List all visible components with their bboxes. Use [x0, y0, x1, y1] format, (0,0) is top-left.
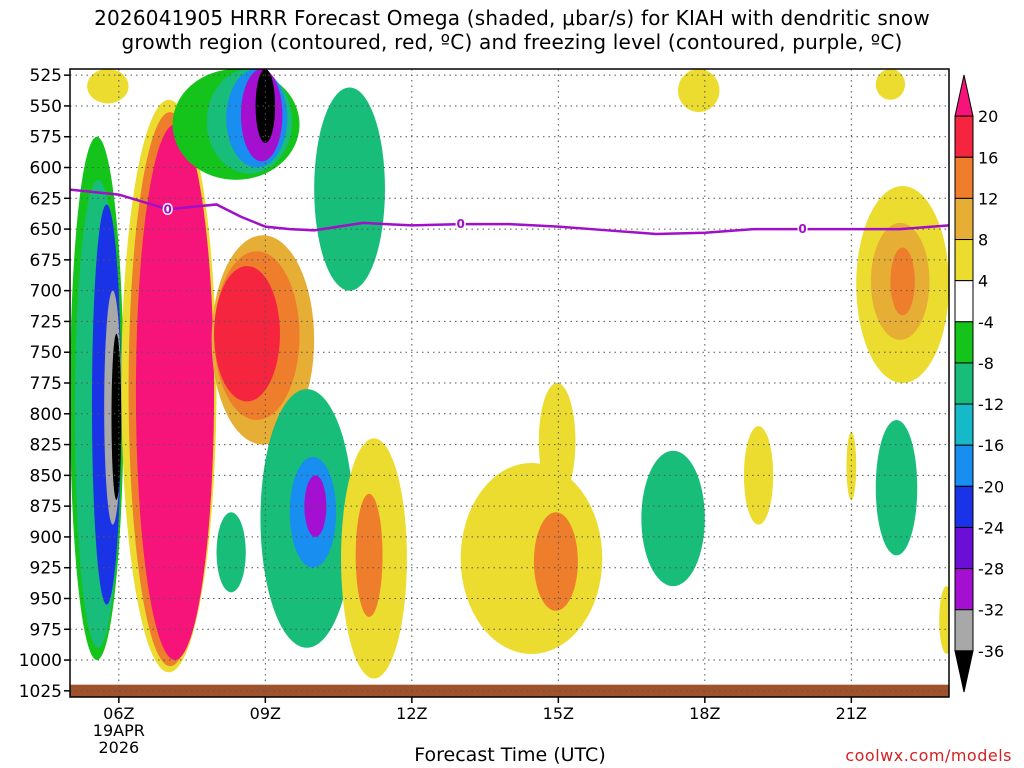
omega-region-34 [677, 69, 720, 113]
colorbar-bin [954, 239, 974, 282]
omega-region-25 [533, 512, 578, 611]
y-tick-label: 825 [30, 436, 62, 456]
freezing-level-label: 0 [456, 217, 464, 231]
omega-region-5 [111, 333, 122, 500]
colorbar-label: -4 [978, 313, 994, 332]
y-tick-label: 850 [30, 466, 62, 486]
colorbar-bin [954, 403, 974, 446]
colorbar-bin [954, 485, 974, 528]
colorbar: 20 16 12 8 4 -4 -8 -12 -16 -20 -24 -28 -32 -36 [954, 74, 1004, 693]
y-tick-label: 975 [30, 620, 62, 640]
y-tick-label: 1025 [19, 682, 62, 702]
colorbar-label: 8 [978, 231, 988, 250]
freezing-level-label: 0 [163, 202, 171, 216]
omega-region-30 [875, 419, 918, 556]
omega-region-23 [355, 493, 383, 617]
y-tick-label: 650 [30, 220, 62, 240]
y-tick-label: 1000 [19, 651, 62, 671]
y-tick-label: 575 [30, 128, 62, 148]
y-tick-label: 775 [30, 374, 62, 394]
colorbar-label: 12 [978, 189, 998, 208]
y-tick-label: 725 [30, 312, 62, 332]
y-tick-label: 875 [30, 497, 62, 517]
omega-region-0 [87, 69, 129, 104]
x-tick-label: 18Z [689, 704, 720, 723]
credit-link[interactable]: coolwx.com/models [845, 746, 1012, 765]
colorbar-bin [954, 280, 974, 323]
omega-region-17 [314, 87, 385, 291]
y-tick-label: 750 [30, 343, 62, 363]
colorbar-bin [954, 156, 974, 199]
omega-region-33 [890, 247, 915, 316]
omega-region-20 [304, 475, 327, 537]
omega-region-35 [875, 69, 906, 100]
colorbar-bin [954, 568, 974, 611]
omega-region-24 [460, 463, 603, 654]
colorbar-label: -8 [978, 354, 994, 373]
title-line-2: growth region (contoured, red, ºC) and f… [121, 30, 903, 54]
colorbar-label: -24 [978, 518, 1004, 537]
omega-region-16 [255, 69, 276, 143]
colorbar-label: 20 [978, 107, 998, 126]
x-tick-date: 19APR [93, 721, 145, 740]
chart-title: 2026041905 HRRR Forecast Omega (shaded, … [0, 6, 1024, 54]
omega-region-21 [216, 512, 246, 593]
x-tick-label: 21Z [836, 704, 867, 723]
colorbar-bin [954, 197, 974, 241]
plot-area: 0 0 0 [70, 69, 949, 697]
omega-region-26 [538, 383, 576, 500]
colorbar-bin [954, 115, 974, 158]
omega-region-8 [135, 124, 215, 661]
colorbar-label: -28 [978, 560, 1004, 579]
x-tick-label: 09Z [250, 704, 281, 723]
y-tick-label: 800 [30, 405, 62, 425]
colorbar-label: 4 [978, 272, 988, 291]
y-tick-label: 550 [30, 97, 62, 117]
colorbar-label: -20 [978, 477, 1004, 496]
y-tick-label: 900 [30, 528, 62, 548]
x-tick-label: 15Z [543, 704, 574, 723]
colorbar-bin [954, 444, 974, 487]
colorbar-bottom-arrow [954, 650, 974, 693]
omega-region-11 [214, 266, 280, 402]
colorbar-label: 16 [978, 148, 998, 167]
freezing-level-line [70, 188, 949, 236]
colorbar-bin [954, 321, 974, 364]
freezing-level-label: 0 [798, 222, 806, 236]
colorbar-label: -36 [978, 642, 1004, 661]
y-tick-label: 675 [30, 251, 62, 271]
colorbar-top-arrow [954, 74, 974, 117]
y-tick-label: 600 [30, 159, 62, 179]
colorbar-bin [954, 609, 974, 652]
x-tick-label: 06Z [103, 704, 134, 723]
omega-region-27 [641, 450, 705, 587]
y-tick-label: 525 [30, 66, 62, 86]
colorbar-label: -16 [978, 436, 1004, 455]
colorbar-label: -32 [978, 601, 1004, 620]
x-tick-label: 12Z [396, 704, 427, 723]
colorbar-bin [954, 362, 974, 405]
terrain [70, 684, 949, 697]
y-tick-label: 700 [30, 282, 62, 302]
title-line-1: 2026041905 HRRR Forecast Omega (shaded, … [94, 6, 930, 30]
x-axis-label: Forecast Time (UTC) [414, 744, 606, 766]
colorbar-bin [954, 526, 974, 570]
y-tick-label: 625 [30, 189, 62, 209]
y-tick-label: 950 [30, 589, 62, 609]
colorbar-label: -12 [978, 395, 1004, 414]
omega-region-36 [939, 586, 949, 654]
x-tick-year: 2026 [98, 738, 139, 757]
y-tick-label: 925 [30, 559, 62, 579]
